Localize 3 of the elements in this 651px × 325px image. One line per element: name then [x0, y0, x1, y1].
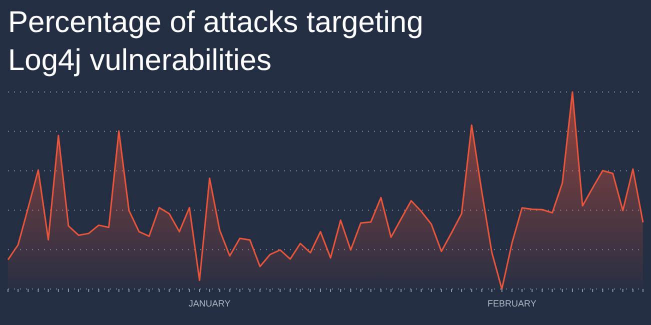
- x-tick-label: FEBRUARY: [488, 298, 536, 308]
- chart-title: Percentage of attacks targeting Log4j vulnerabilities: [8, 5, 424, 79]
- x-tick-label: JANUARY: [188, 298, 231, 308]
